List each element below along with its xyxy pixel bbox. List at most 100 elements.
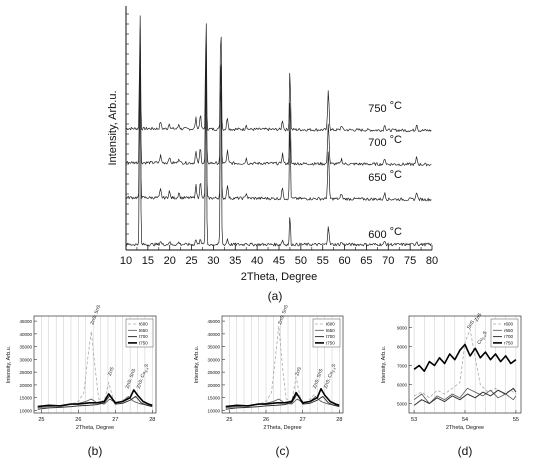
x-axis-title: 2Theta, Degree [446, 425, 484, 431]
panel-label: (a) [268, 289, 283, 303]
x-tick-label: 28 [336, 417, 342, 423]
peak-annotation: ZnS; SnS [125, 368, 138, 389]
x-tick-label: 54 [462, 417, 468, 423]
legend-label: t750 [139, 341, 148, 346]
series-line-t700 [225, 393, 340, 410]
legend-label: r650 [504, 328, 514, 333]
panel-label: (b) [88, 444, 103, 458]
y-axis-title: Intensity, Arb.u. [381, 345, 387, 383]
x-axis-title: 2Theta, Degree [241, 271, 317, 283]
peak-annotation: ZnS [474, 312, 484, 323]
y-tick-label: 40000 [19, 332, 32, 337]
x-tick-label: 50 [295, 255, 307, 267]
x-tick-label: 40 [251, 255, 263, 267]
panel-a: 750 °C 700 °C 650 °C 600 °C 10 15 20 25 30 35 40 45… [107, 6, 438, 303]
y-tick-label: 20000 [19, 383, 32, 388]
series-line-700 [125, 45, 432, 167]
x-tick-label: 55 [513, 417, 519, 423]
panel-b: 10000 15000 20000 25000 30000 35000 40000 45000… [6, 304, 157, 458]
y-tick-label: 45000 [19, 319, 32, 324]
peak-annotation: Cu2-xS [476, 330, 489, 346]
legend-label: t650 [326, 328, 335, 333]
peak-annotation: ZnS; SnS [312, 368, 325, 389]
peak-annotation: ZnS; Cu2-xS [323, 363, 338, 389]
y-tick-label: 10000 [19, 408, 32, 413]
x-tick-label: 28 [149, 417, 155, 423]
x-tick-label: 27 [300, 417, 306, 423]
x-tick-label: 27 [112, 417, 118, 423]
y-tick-label: 40000 [207, 332, 220, 337]
y-tick-label: 8000 [397, 344, 408, 349]
legend-label: t600 [139, 322, 148, 327]
series-label: 700 °C [368, 134, 402, 149]
series-line-r750 [413, 343, 517, 373]
panel-c: 10000 15000 20000 25000 30000 35000 40000 45000… [194, 304, 344, 458]
legend-label: t650 [139, 328, 148, 333]
x-tick-label: 55 [317, 255, 329, 267]
y-axis-title: Intensity, Arb.u. [107, 90, 119, 165]
series-line-r700 [413, 387, 517, 406]
legend-label: r700 [504, 334, 514, 339]
x-tick-label: 75 [404, 255, 416, 267]
series-line-t700 [37, 395, 153, 410]
series-line-t750 [37, 389, 153, 408]
x-tick-label: 60 [338, 255, 350, 267]
legend-label: t750 [326, 341, 335, 346]
x-tick-label: 30 [207, 255, 219, 267]
series-line-r650 [413, 387, 517, 404]
x-axis-title: 2Theta, Degree [263, 425, 301, 431]
x-tick-label: 26 [263, 417, 269, 423]
series-line-t750 [225, 387, 340, 408]
y-axis-title: Intensity, Arb.u. [194, 345, 200, 383]
legend-label: t600 [326, 322, 335, 327]
y-tick-label: 6000 [397, 382, 408, 387]
legend-label: t700 [326, 334, 335, 339]
x-tick-label: 35 [229, 255, 241, 267]
x-tick-label: 10 [120, 255, 132, 267]
series-line-t600 [225, 325, 340, 407]
x-tick-label: 15 [142, 255, 154, 267]
plot-frame [33, 315, 157, 414]
y-tick-label: 9000 [397, 325, 408, 330]
x-tick-label: 25 [185, 255, 197, 267]
y-tick-label: 15000 [19, 396, 32, 401]
plot-frame [221, 315, 344, 414]
y-tick-label: 15000 [207, 396, 220, 401]
y-tick-label: 5000 [397, 401, 408, 406]
x-axis-title: 2Theta, Degree [76, 425, 114, 431]
y-axis-title: Intensity, Arb.u. [6, 345, 12, 383]
series-label: 600 °C [368, 226, 402, 241]
x-tick-label: 45 [273, 255, 285, 267]
x-tick-label: 25 [38, 417, 44, 423]
y-tick-label: 35000 [19, 345, 32, 350]
y-tick-label: 35000 [207, 345, 220, 350]
legend-label: r750 [504, 341, 514, 346]
y-tick-label: 25000 [207, 370, 220, 375]
x-tick-label: 80 [426, 255, 438, 267]
y-tick-label: 20000 [207, 383, 220, 388]
series-label: 750 °C [368, 100, 402, 115]
panel-label: (c) [276, 444, 290, 458]
y-tick-label: 10000 [207, 408, 220, 413]
series-line-650 [125, 65, 432, 202]
y-tick-label: 30000 [207, 357, 220, 362]
peak-annotation: SnS [466, 319, 476, 330]
peak-annotation: ZnS [294, 366, 303, 376]
x-tick-label: 70 [382, 255, 394, 267]
y-tick-label: 30000 [19, 357, 32, 362]
peak-annotation: ZnS; Cu2-xS [136, 363, 151, 389]
series-label: 650 °C [368, 169, 402, 184]
x-tick-label: 25 [226, 417, 232, 423]
legend-label: t700 [139, 334, 148, 339]
y-tick-label: 7000 [397, 363, 408, 368]
x-tick-label: 53 [411, 417, 417, 423]
y-tick-label: 25000 [19, 370, 32, 375]
panel-d: 5000 6000 7000 8000 9000 53 54 55 2Theta, Degree… [381, 312, 522, 458]
x-tick-label: 26 [75, 417, 81, 423]
x-tick-label: 20 [164, 255, 176, 267]
legend-label: r600 [504, 322, 514, 327]
y-tick-label: 45000 [207, 319, 220, 324]
x-tick-label: 65 [360, 255, 372, 267]
peak-annotation: ZnS [107, 366, 116, 376]
